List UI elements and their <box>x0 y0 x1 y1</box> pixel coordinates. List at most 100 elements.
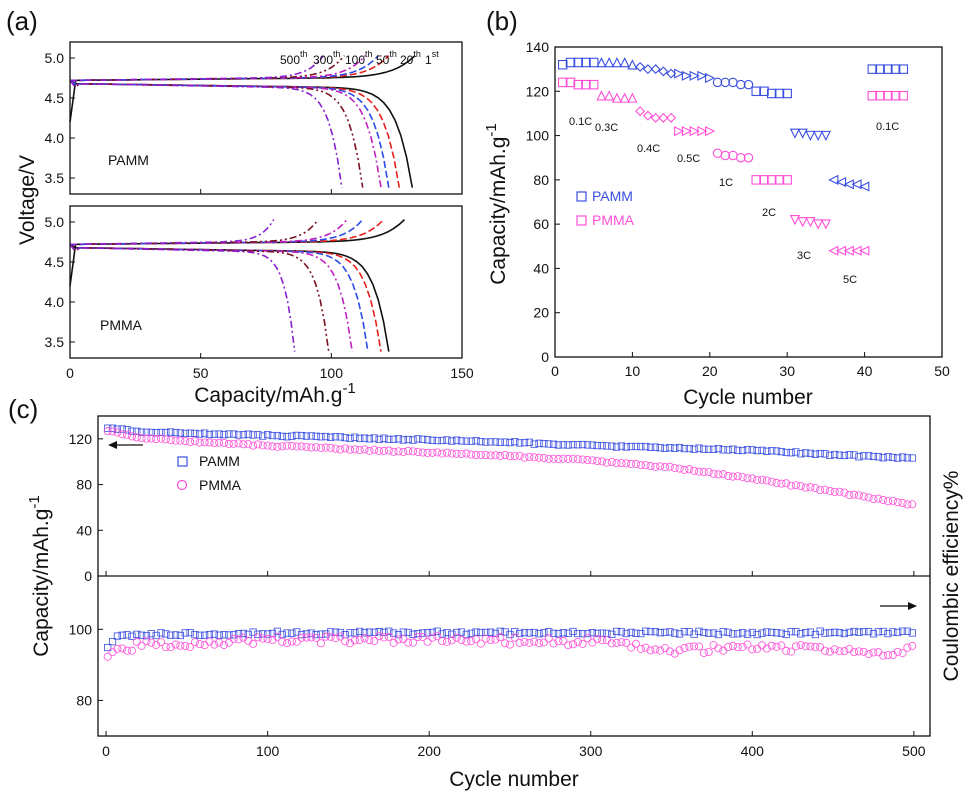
point-pamm <box>821 629 829 637</box>
point-pamm <box>506 438 514 447</box>
point-pmma <box>229 439 238 448</box>
point-pmma <box>253 633 262 642</box>
point-pmma <box>520 637 529 646</box>
point-pmma <box>268 442 277 451</box>
point-pamm <box>351 629 359 637</box>
point-pmma <box>658 112 669 123</box>
point-pmma <box>525 638 534 647</box>
point-pamm <box>249 628 257 636</box>
point-pmma <box>283 441 292 450</box>
point-pmma <box>835 487 844 496</box>
point-pmma <box>864 650 873 659</box>
point-pamm <box>457 437 466 445</box>
c-legend-marker-pmma <box>176 479 188 491</box>
point-pamm <box>603 442 611 450</box>
point-pamm <box>443 436 451 444</box>
point-pamm <box>828 174 839 185</box>
point-pmma <box>670 649 679 658</box>
point-pmma <box>375 632 384 641</box>
point-pmma <box>195 640 204 649</box>
point-pmma <box>903 500 912 509</box>
point-pamm <box>123 426 131 434</box>
point-pamm <box>879 454 887 462</box>
c-x-tick-label: 500 <box>902 743 926 759</box>
point-pamm <box>685 628 693 636</box>
point-pmma <box>224 439 233 448</box>
point-pamm <box>176 631 184 640</box>
point-pmma <box>714 644 723 653</box>
point-pmma <box>845 491 854 500</box>
point-pamm <box>763 447 771 455</box>
point-pamm <box>486 438 495 446</box>
point-pmma <box>147 638 156 647</box>
point-pmma <box>535 639 544 648</box>
point-pamm <box>617 442 626 450</box>
point-pamm <box>583 441 592 449</box>
point-pmma <box>370 636 379 645</box>
point-pamm <box>666 444 674 452</box>
rate-label-0.1c-return: 0.1C <box>876 121 899 133</box>
point-pamm <box>438 436 446 445</box>
point-pmma <box>108 427 117 436</box>
point-pamm <box>293 628 301 636</box>
charge-curve-100th <box>69 219 348 246</box>
point-pmma <box>384 446 393 455</box>
point-pmma <box>641 643 650 652</box>
point-pmma <box>292 637 301 646</box>
point-pmma <box>805 217 816 228</box>
point-pamm <box>516 629 524 638</box>
charge-curve-500th <box>69 55 325 82</box>
point-pmma <box>631 460 640 469</box>
point-pamm <box>404 435 412 444</box>
point-pamm <box>264 431 272 439</box>
point-pmma <box>564 641 573 650</box>
point-pmma <box>442 637 451 646</box>
point-pamm <box>867 64 878 74</box>
point-pamm <box>138 428 146 436</box>
b-y-tick-label: 80 <box>533 172 549 188</box>
point-pamm <box>802 449 810 457</box>
point-pmma <box>161 642 170 651</box>
point-pamm <box>666 628 674 636</box>
point-pmma <box>767 641 776 650</box>
point-pmma <box>186 437 195 446</box>
point-pamm <box>423 436 432 444</box>
point-pmma <box>515 638 524 647</box>
point-pmma <box>767 477 776 486</box>
panel-c-x-axis-label: Cycle number <box>449 768 579 791</box>
point-pamm <box>491 438 500 446</box>
point-pmma <box>501 639 510 648</box>
point-pmma <box>418 632 427 641</box>
b-y-tick-label: 120 <box>526 83 550 99</box>
point-pamm <box>133 630 141 638</box>
point-pmma <box>759 175 769 185</box>
point-pmma <box>690 466 699 475</box>
point-pamm <box>370 628 378 636</box>
point-pmma <box>685 642 694 651</box>
point-pmma <box>530 453 539 462</box>
point-pamm <box>792 448 800 456</box>
point-pmma <box>234 635 243 644</box>
point-pmma <box>539 638 548 647</box>
point-pmma <box>694 642 703 651</box>
point-pmma <box>258 441 267 450</box>
point-pamm <box>133 427 141 435</box>
c-top-y-tick-label: 0 <box>84 568 92 584</box>
point-pmma <box>510 452 519 461</box>
point-pamm <box>249 431 257 439</box>
point-pmma <box>316 639 325 648</box>
point-pamm <box>835 629 844 637</box>
point-pmma <box>113 428 122 437</box>
point-pmma <box>520 453 529 462</box>
point-pamm <box>782 448 790 457</box>
point-pamm <box>619 57 630 68</box>
point-pamm <box>409 630 417 638</box>
point-pmma <box>447 449 456 458</box>
panel-a-y-axis-label: Voltage/V <box>16 155 39 245</box>
point-pamm <box>225 631 233 639</box>
point-pamm <box>477 438 485 446</box>
point-pmma <box>869 495 878 504</box>
point-pamm <box>845 628 853 637</box>
point-pamm <box>724 628 732 636</box>
